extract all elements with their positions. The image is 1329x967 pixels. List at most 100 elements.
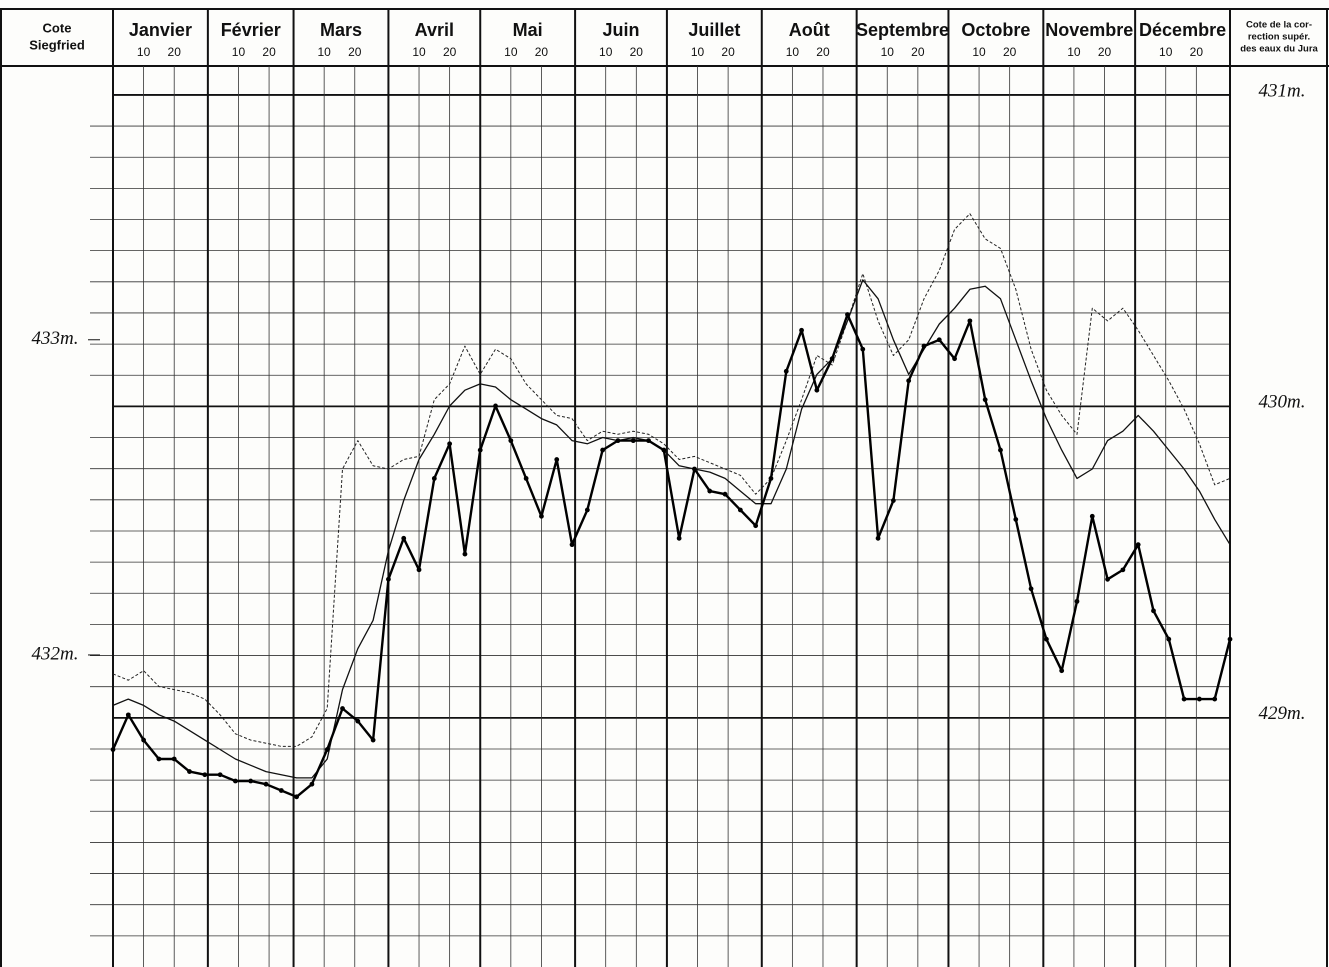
series-marker <box>1013 517 1019 522</box>
series-marker <box>1105 576 1110 582</box>
series-marker <box>187 769 192 774</box>
day-label: 10 <box>881 45 895 59</box>
series-marker <box>875 535 881 541</box>
y2-tick-label: 431m. <box>1259 80 1306 101</box>
series-marker <box>554 457 560 462</box>
y2-tick-label: 430m. <box>1259 392 1306 413</box>
series-marker <box>952 356 957 362</box>
grid <box>88 9 1231 967</box>
day-label: 20 <box>348 45 362 59</box>
right-header: rection supér. <box>1248 32 1310 43</box>
month-label: Juin <box>602 20 639 40</box>
month-label: Octobre <box>961 20 1030 40</box>
series-marker <box>1059 668 1065 674</box>
series-marker <box>829 356 835 362</box>
month-label: Août <box>789 20 830 40</box>
series-marker <box>630 438 636 444</box>
y-tick-label: 433m. <box>32 328 79 349</box>
day-label: 10 <box>972 45 986 59</box>
left-header: Cote <box>43 20 72 35</box>
month-label: Février <box>221 20 281 40</box>
month-label: Avril <box>415 20 454 40</box>
series-marker <box>156 756 162 762</box>
day-label: 10 <box>1159 45 1173 59</box>
series-marker <box>263 781 269 787</box>
series-marker <box>141 737 147 743</box>
series-marker <box>676 535 682 541</box>
left-header: Siegfried <box>29 37 85 52</box>
series-line <box>111 313 1232 798</box>
series-marker <box>508 438 514 444</box>
series-marker <box>692 466 697 472</box>
series-marker <box>722 491 728 497</box>
day-label: 10 <box>412 45 426 59</box>
day-label: 20 <box>1098 45 1112 59</box>
series-marker <box>1120 567 1126 573</box>
series-marker <box>539 513 544 519</box>
series-marker <box>217 772 223 778</box>
series-marker <box>355 718 361 724</box>
series-marker <box>324 747 330 752</box>
labels: Cote Siegfried Cote de la cor-rection supé… <box>29 20 1318 725</box>
month-label: Décembre <box>1139 20 1226 40</box>
day-label: 10 <box>1067 45 1081 59</box>
plot-area <box>110 213 1233 800</box>
series-marker <box>1181 696 1187 702</box>
series-marker <box>890 498 896 503</box>
y2-tick-label: 429m. <box>1259 703 1306 724</box>
day-label: 20 <box>1190 45 1204 59</box>
day-label: 10 <box>786 45 800 59</box>
series-marker <box>646 438 651 444</box>
series-marker <box>1227 636 1233 642</box>
right-header: Cote de la cor- <box>1246 20 1312 31</box>
series-marker <box>906 378 912 384</box>
series-marker <box>370 737 376 743</box>
series-marker <box>401 535 407 541</box>
series-marker <box>462 551 468 557</box>
series-marker <box>110 747 116 752</box>
series-marker <box>1074 598 1080 604</box>
series-marker <box>477 447 483 453</box>
series-marker <box>936 337 942 343</box>
series-marker <box>814 387 820 393</box>
series-marker <box>416 567 422 573</box>
day-label: 10 <box>137 45 151 59</box>
series-line <box>112 213 1231 747</box>
month-label: Novembre <box>1045 20 1133 40</box>
series-marker <box>1135 542 1141 548</box>
series-marker <box>1166 636 1172 642</box>
day-label: 20 <box>721 45 735 59</box>
series-marker <box>1212 696 1218 702</box>
day-label: 20 <box>443 45 457 59</box>
series-marker <box>202 772 208 778</box>
series-marker <box>982 397 988 403</box>
series-marker <box>768 476 774 481</box>
day-label: 10 <box>504 45 518 59</box>
series-marker <box>125 712 131 718</box>
series-line <box>112 279 1231 779</box>
month-label: Septembre <box>856 20 949 40</box>
series-marker <box>171 756 177 762</box>
series-marker <box>386 576 391 582</box>
series-marker <box>737 507 743 513</box>
day-label: 20 <box>535 45 549 59</box>
series-marker <box>278 788 284 793</box>
series-marker <box>783 368 789 374</box>
day-label: 20 <box>630 45 644 59</box>
series-marker <box>1089 513 1095 519</box>
day-label: 20 <box>816 45 830 59</box>
series-marker <box>707 488 713 494</box>
series-marker <box>584 507 590 513</box>
day-label: 10 <box>232 45 246 59</box>
day-label: 20 <box>911 45 925 59</box>
month-label: Juillet <box>688 20 740 40</box>
day-label: 10 <box>691 45 705 59</box>
series-marker <box>447 441 453 447</box>
series-marker <box>233 778 238 784</box>
y-tick-label: 432m. <box>32 643 79 664</box>
series-marker <box>340 706 345 711</box>
series-marker <box>1151 608 1156 614</box>
series-marker <box>661 447 667 453</box>
